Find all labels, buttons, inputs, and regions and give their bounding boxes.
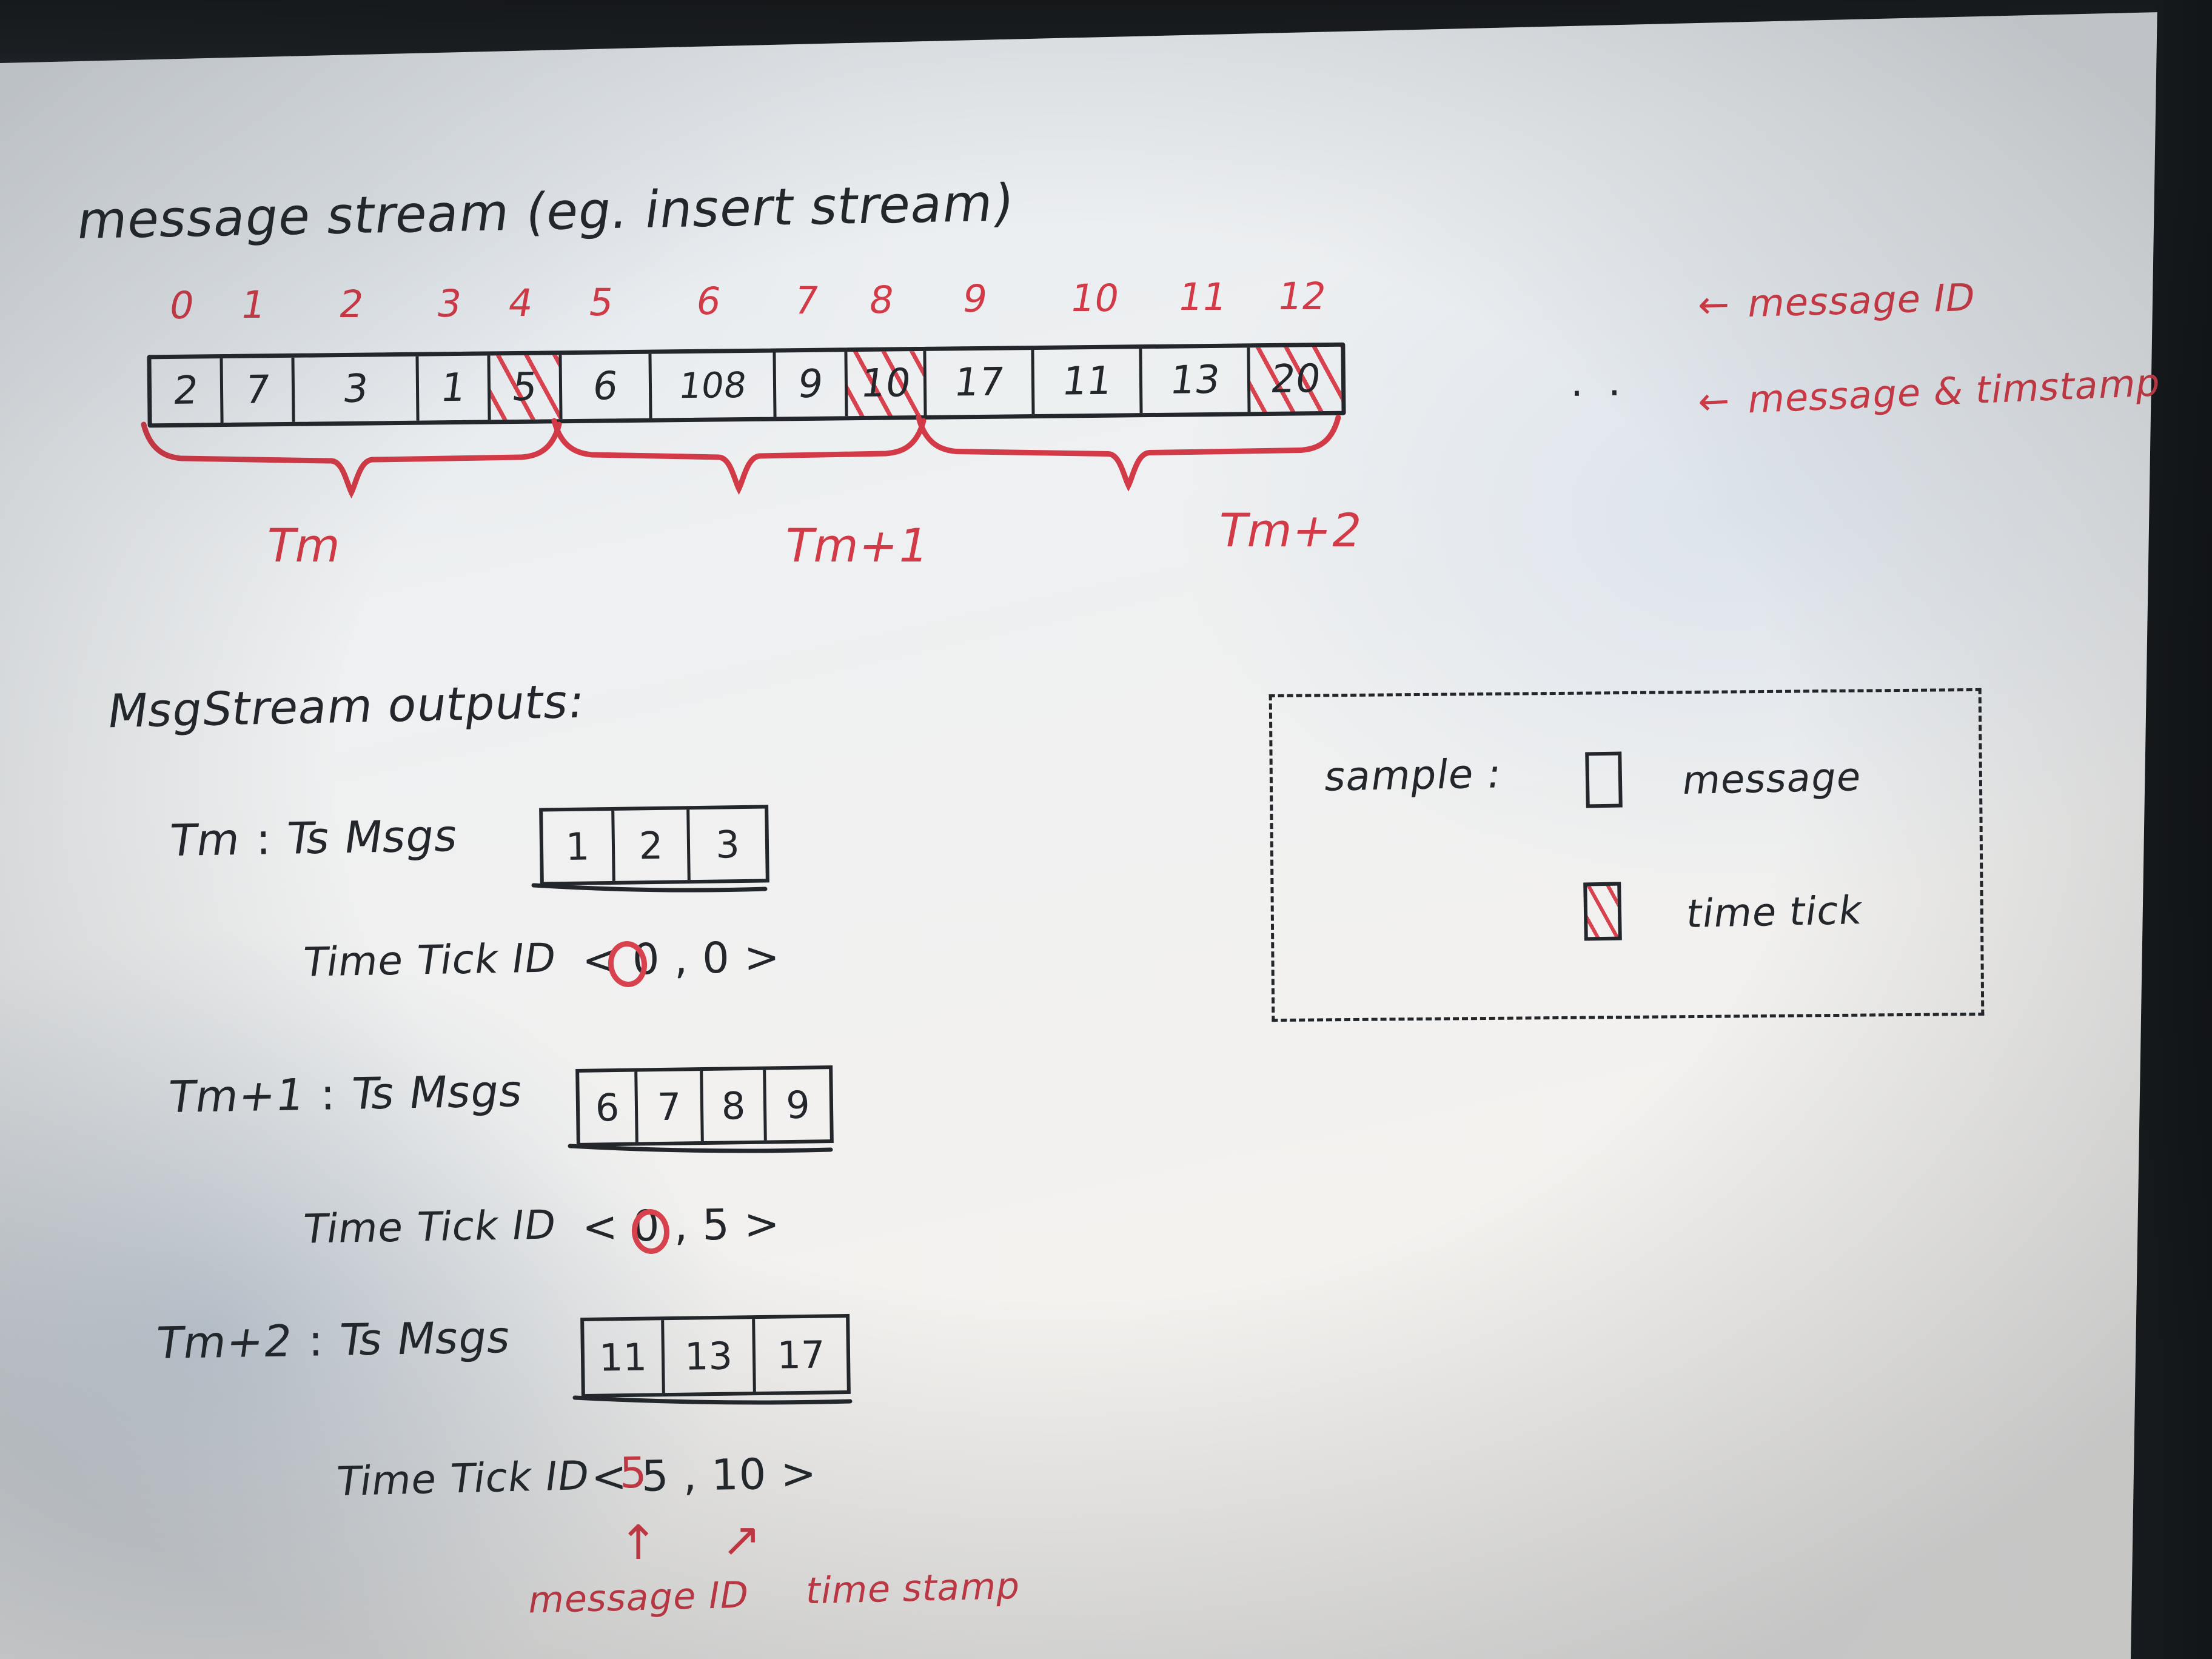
stream-cell-message: 2 [151, 358, 224, 424]
stream-cell-message: 3 [294, 356, 420, 422]
stream-index-row: 0 1 2 3 4 5 6 7 8 9 10 11 12 [0, 0, 2212, 328]
left-arrow-icon-2: ← [1697, 378, 1731, 424]
output-msg-value: 11 [598, 1335, 648, 1380]
output-msg-value: 8 [721, 1083, 746, 1128]
stream-cell-value: 9 [795, 361, 826, 407]
output-msg-cell: 7 [637, 1071, 704, 1142]
stream-index-11: 11 [1175, 275, 1231, 320]
outputs-heading: MsgStream outputs: [104, 674, 589, 739]
brace-label-tm: Tm [261, 518, 347, 572]
legend-swatch-timetick [1583, 882, 1622, 941]
msg-id-callout-arrow: ↑ [618, 1516, 659, 1570]
output-tick-value-tm1: < 0 , 5 > [581, 1199, 781, 1252]
stream-cell-message: 11 [1034, 349, 1143, 415]
output-group-name-tm2: Tm+2: Ts Msgs [153, 1311, 514, 1369]
legend-label-message: message [1679, 754, 1865, 804]
output-msg-value: 2 [638, 823, 663, 868]
output-msg-value: 13 [684, 1333, 733, 1379]
output-msg-cell: 1 [543, 810, 615, 882]
output-group-name-tm: Tm: Ts Msgs [166, 809, 462, 866]
timestamp-callout-label: time stamp [803, 1564, 1024, 1613]
output-msg-value: 7 [657, 1084, 682, 1129]
output-msg-cell: 2 [614, 809, 691, 881]
stream-cell-value: 13 [1167, 357, 1222, 403]
output-msg-cell: 6 [579, 1071, 638, 1143]
stream-cell-timetick: 20 [1250, 346, 1342, 412]
stream-cell-message: 17 [926, 350, 1035, 415]
output-msg-value: 9 [785, 1082, 811, 1127]
output-msg-cell: 9 [766, 1069, 830, 1140]
output-msg-cell: 13 [664, 1319, 756, 1393]
output-msg-cell: 11 [584, 1320, 665, 1395]
stream-cell-timetick: 5 [490, 355, 563, 420]
stream-cell-value: 7 [242, 367, 273, 413]
stream-index-12: 12 [1274, 273, 1330, 318]
message-id-annotation: ← message ID [1697, 275, 1979, 327]
stream-cell-value: 5 [509, 364, 540, 411]
up-right-arrow-icon: ↗ [722, 1513, 762, 1567]
stream-cell-timetick: 10 [847, 350, 927, 417]
stream-cell-message: 108 [651, 352, 777, 418]
output-msg-cell: 3 [689, 808, 766, 880]
stream-cell-value: 3 [340, 366, 371, 412]
output-msg-value: 6 [595, 1085, 620, 1130]
output-tick-label-tm2: Time Tick ID [333, 1452, 592, 1506]
stream-cell-value: 20 [1268, 357, 1324, 402]
brace-label-tm1: Tm+1 [780, 518, 934, 572]
msg-id-callout-label: message ID [525, 1574, 752, 1622]
output-msg-value: 17 [777, 1332, 825, 1378]
stream-cell-message: 1 [418, 355, 491, 421]
output-tick-label-tm1: Time Tick ID [300, 1201, 560, 1253]
output-msgs-box-tm: 1 2 3 [539, 805, 769, 886]
stream-cell-value: 11 [1059, 358, 1114, 404]
left-arrow-icon: ← [1697, 281, 1731, 327]
output-tick-label-tm: Time Tick ID [300, 934, 560, 986]
output-msg-value: 1 [565, 823, 590, 869]
timestamp-callout-arrow: ↗ [722, 1513, 762, 1567]
stream-cell-value: 108 [676, 364, 749, 407]
stream-cell-value: 2 [170, 368, 201, 414]
up-arrow-icon: ↑ [618, 1516, 659, 1570]
stream-index-10: 10 [1067, 275, 1123, 320]
stream-ellipsis: · · [1570, 369, 1627, 417]
output-msg-value: 3 [715, 822, 740, 867]
legend-swatch-message [1585, 751, 1623, 808]
stream-cell-value: 1 [438, 365, 469, 411]
stream-cell-message: 13 [1142, 347, 1251, 414]
stream-cell-value: 17 [951, 360, 1007, 406]
legend-label-timetick: time tick [1683, 888, 1866, 937]
tick-id-red-overwrite-tm2: 5 [619, 1447, 648, 1498]
message-stream-row: 2 7 3 1 5 6 108 9 10 17 11 13 20 [147, 342, 1346, 428]
output-msgs-box-tm2: 11 13 17 [580, 1313, 851, 1398]
stream-cell-value: 6 [590, 364, 621, 409]
stream-cell-message: 7 [223, 357, 295, 423]
legend-panel [1269, 688, 1985, 1022]
stream-cell-message: 6 [561, 354, 652, 420]
stream-cell-value: 10 [857, 361, 914, 407]
stream-cell-message: 9 [776, 352, 848, 417]
output-msg-cell: 17 [755, 1318, 847, 1392]
output-group-name-tm1: Tm+1: Ts Msgs [165, 1065, 526, 1123]
legend-title: sample : [1321, 750, 1505, 800]
output-msg-cell: 8 [703, 1070, 767, 1142]
brace-label-tm2: Tm+2 [1213, 503, 1368, 557]
